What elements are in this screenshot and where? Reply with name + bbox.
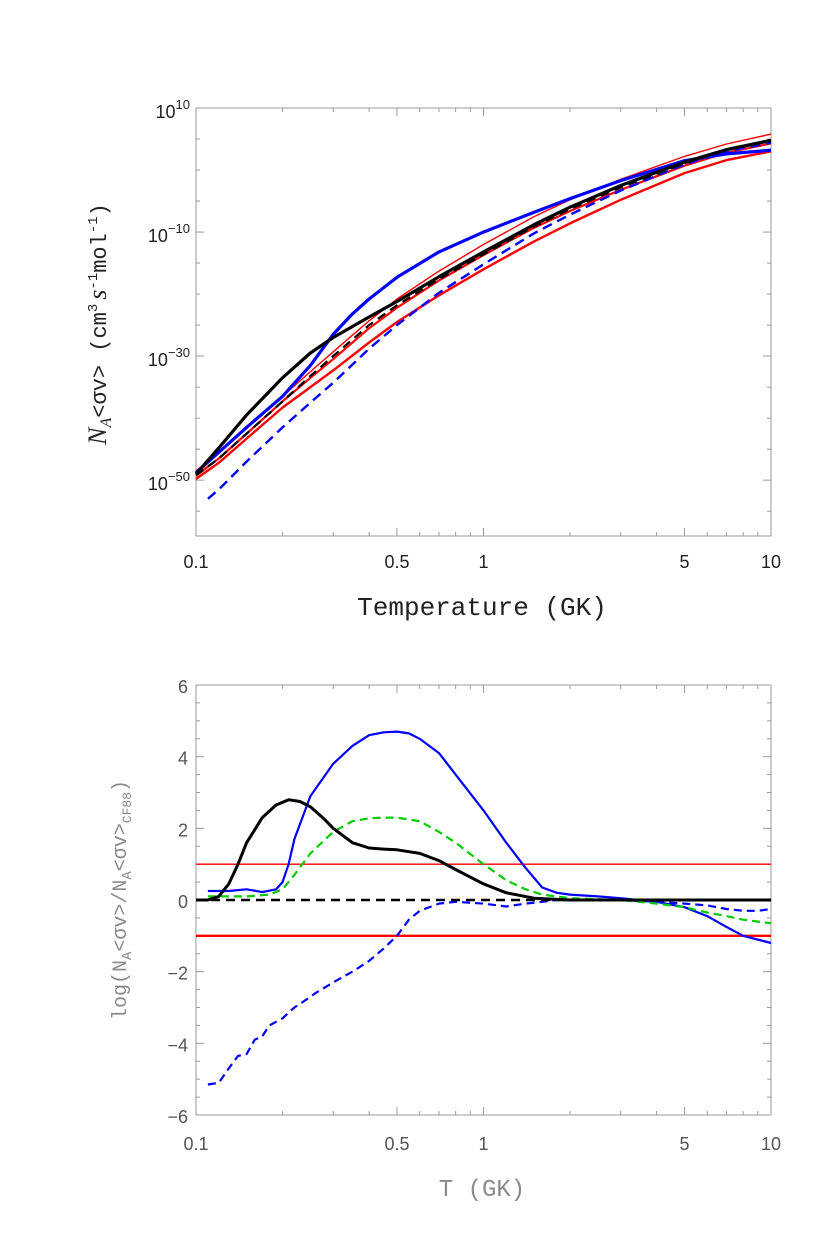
bottom-ticks [196,684,771,1116]
bottom-y-tick-label: 6 [178,677,188,697]
top-y-tick-labels: 1010 10−10 10−30 10−50 [148,97,190,494]
bottom-y-label-close: ) [110,780,133,792]
bottom-x-tick-label: 5 [679,1134,689,1154]
top-series-blue-dashed [207,141,772,500]
bottom-y-tick-labels: 6 4 2 0 −2 −4 −6 [167,677,188,1127]
top-y-label-sup3: -1 [86,216,102,233]
top-panel: 0.1 0.5 1 5 10 1010 10−10 10−30 10−50 Temperatu… [83,97,781,623]
top-series-red-upper [195,133,772,472]
top-y-label-s: s [83,290,112,300]
top-series-blue-thick [194,148,772,474]
top-x-tick-label: 10 [761,552,781,572]
top-series-black-dashed [195,139,772,477]
top-y-tick-label: 10−30 [148,345,190,370]
bottom-x-tick-label: 1 [478,1134,488,1154]
top-series [194,133,772,500]
top-x-tick-label: 5 [679,552,689,572]
bottom-series-blue-dashed [207,898,772,1086]
bottom-y-label-sub1: A [120,951,136,960]
bottom-y-tick-label: −2 [167,964,188,984]
bottom-x-tick-label: 0.1 [183,1134,208,1154]
bottom-y-label-pre: log(N [110,960,133,1020]
bottom-series-blue-solid [207,730,772,945]
bottom-y-label-sub2: A [120,871,136,880]
bottom-y-label-mid: <σv>/N [110,880,133,952]
top-y-label-close: ) [88,203,113,216]
top-y-label-n: N [83,426,112,446]
bottom-y-tick-label: −4 [167,1035,188,1055]
top-series-red-mid [195,142,772,477]
top-x-tick-label: 1 [478,552,488,572]
top-series-black-thick [194,138,772,476]
top-y-label-sup1: 3 [86,304,102,312]
bottom-y-label-sub3: CF88 [120,792,135,823]
top-y-label-mol: mol [88,233,113,273]
top-series-red-lower [195,150,772,480]
top-x-tick-label: 0.5 [384,552,409,572]
bottom-y-axis-label: log(NA<σv>/NA<σv>CF88) [110,780,136,1020]
top-x-tick-label: 0.1 [183,552,208,572]
bottom-x-axis-label: T (GK) [439,1177,525,1204]
bottom-x-tick-label: 0.5 [384,1134,409,1154]
top-y-tick-label: 1010 [156,97,191,122]
top-x-tick-labels: 0.1 0.5 1 5 10 [183,552,781,572]
bottom-y-tick-label: 4 [178,749,188,769]
top-y-label-sup2: -1 [86,273,102,290]
top-y-tick-label: 10−50 [148,469,190,494]
bottom-x-tick-labels: 0.1 0.5 1 5 10 [183,1134,781,1154]
bottom-y-tick-label: −6 [167,1107,188,1127]
bottom-y-tick-label: 2 [178,820,188,840]
bottom-series-green-dashed [207,816,772,925]
top-y-tick-label: 10−10 [148,221,190,246]
top-y-label-rest: <σv> (cm [88,312,113,418]
bottom-y-label-rest: <σv> [110,823,133,871]
top-y-axis-label: NA<σv> (cm3s-1mol-1) [83,203,115,446]
bottom-x-tick-label: 10 [761,1134,781,1154]
bottom-series-black-solid [196,798,771,902]
top-ticks [196,108,771,536]
top-x-axis-label: Temperature (GK) [357,593,607,623]
bottom-series [196,730,772,1086]
top-y-label-sub: A [98,418,115,429]
bottom-y-tick-label: 0 [178,892,188,912]
